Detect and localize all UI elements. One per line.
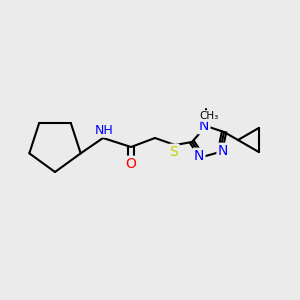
Text: N: N xyxy=(194,149,204,163)
Text: O: O xyxy=(126,157,136,171)
Text: CH₃: CH₃ xyxy=(200,111,219,121)
Text: N: N xyxy=(199,119,209,133)
Text: NH: NH xyxy=(94,124,113,136)
Text: S: S xyxy=(169,145,178,159)
Text: N: N xyxy=(218,144,228,158)
